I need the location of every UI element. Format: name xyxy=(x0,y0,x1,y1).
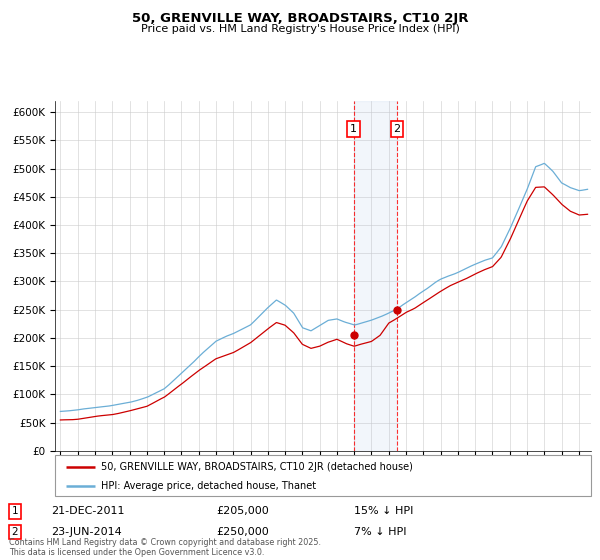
Bar xyxy=(353,101,397,451)
Text: 23-JUN-2014: 23-JUN-2014 xyxy=(51,527,122,537)
Text: £205,000: £205,000 xyxy=(216,506,269,516)
Text: 7% ↓ HPI: 7% ↓ HPI xyxy=(354,527,407,537)
Text: HPI: Average price, detached house, Thanet: HPI: Average price, detached house, Than… xyxy=(101,480,316,491)
Text: 1: 1 xyxy=(350,124,357,134)
Text: 21-DEC-2011: 21-DEC-2011 xyxy=(51,506,125,516)
Text: 2: 2 xyxy=(394,124,401,134)
Text: 1: 1 xyxy=(11,506,19,516)
FancyBboxPatch shape xyxy=(55,455,591,496)
Text: Price paid vs. HM Land Registry's House Price Index (HPI): Price paid vs. HM Land Registry's House … xyxy=(140,24,460,34)
Text: 15% ↓ HPI: 15% ↓ HPI xyxy=(354,506,413,516)
Text: 50, GRENVILLE WAY, BROADSTAIRS, CT10 2JR (detached house): 50, GRENVILLE WAY, BROADSTAIRS, CT10 2JR… xyxy=(101,461,413,472)
Text: 50, GRENVILLE WAY, BROADSTAIRS, CT10 2JR: 50, GRENVILLE WAY, BROADSTAIRS, CT10 2JR xyxy=(132,12,468,25)
Text: Contains HM Land Registry data © Crown copyright and database right 2025.
This d: Contains HM Land Registry data © Crown c… xyxy=(9,538,321,557)
Text: £250,000: £250,000 xyxy=(216,527,269,537)
Text: 2: 2 xyxy=(11,527,19,537)
